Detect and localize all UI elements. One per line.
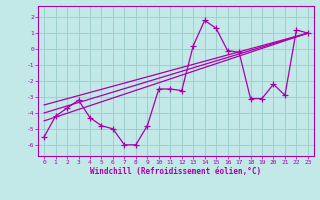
X-axis label: Windchill (Refroidissement éolien,°C): Windchill (Refroidissement éolien,°C) (91, 167, 261, 176)
